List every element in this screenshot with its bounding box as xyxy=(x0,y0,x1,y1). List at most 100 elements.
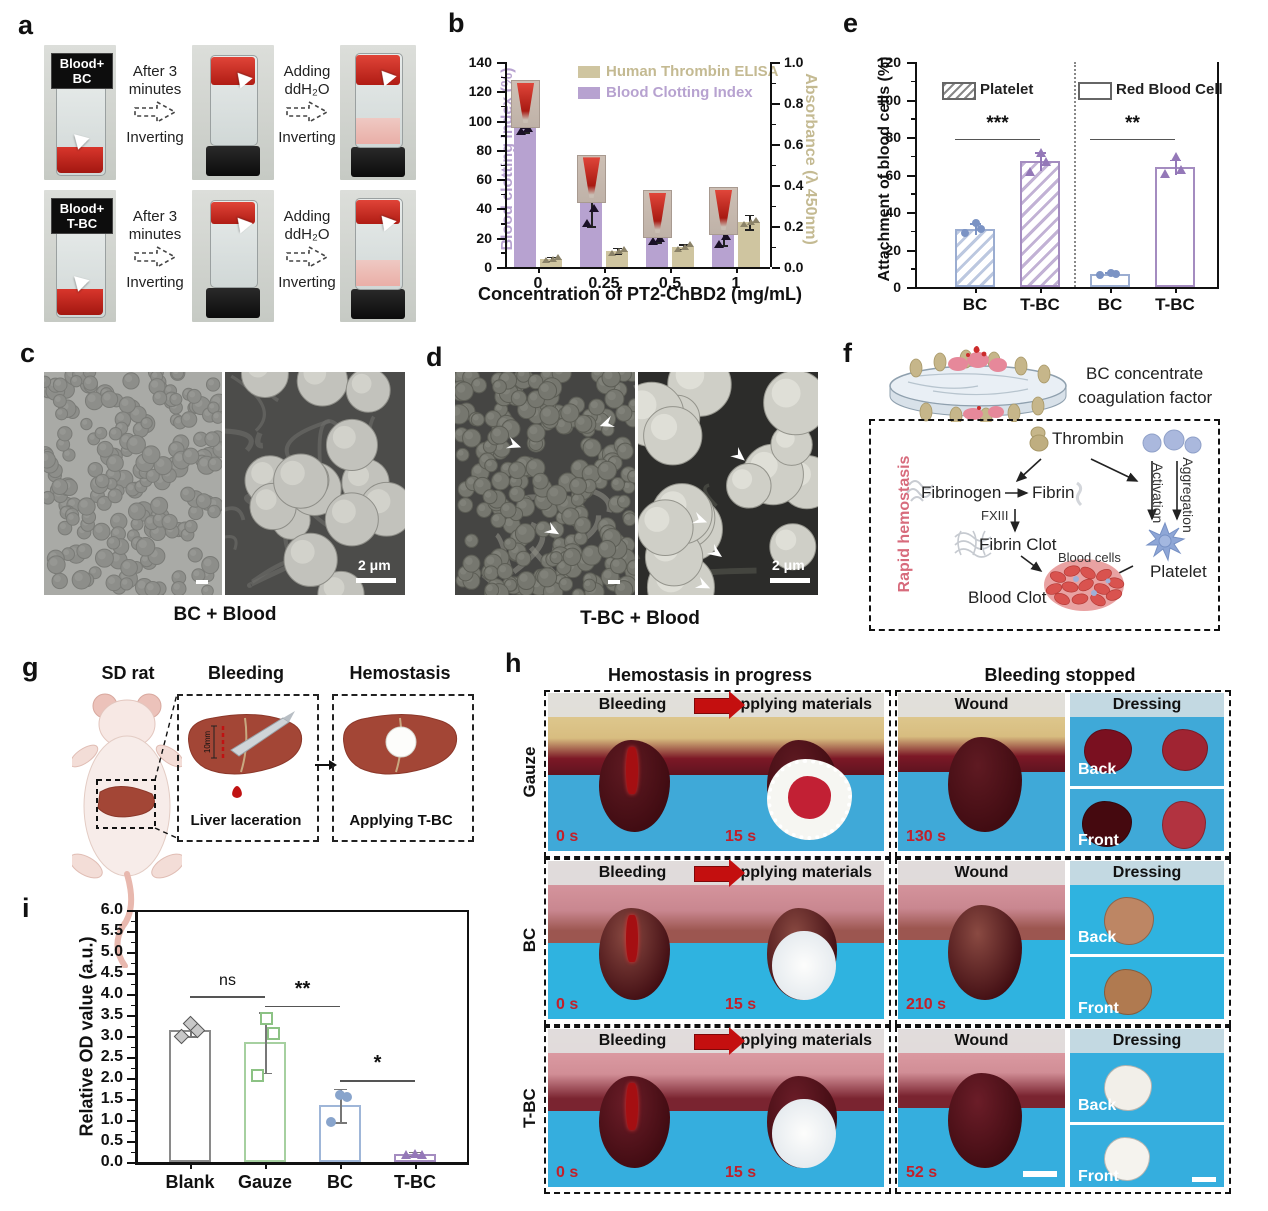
significance-label: *** xyxy=(986,112,1009,134)
step-text: Inverting xyxy=(278,129,336,146)
y-tick xyxy=(127,1099,135,1101)
column-header-strip: Bleeding xyxy=(548,693,717,717)
y-minortick xyxy=(131,983,135,985)
y-tick xyxy=(127,973,135,975)
y-tick-label-left: 20 xyxy=(476,229,492,246)
vial-photo-start: Blood+ BC xyxy=(44,45,116,180)
inset-tube-photo xyxy=(577,154,606,203)
legend-label-rbc: Red Blood Cell xyxy=(1116,81,1223,98)
y-minortick xyxy=(911,268,915,270)
data-point-triangle xyxy=(582,219,592,228)
node-platelet: Platelet xyxy=(1150,562,1207,581)
y-tick xyxy=(907,99,915,102)
step-text: ddH₂O xyxy=(284,81,330,98)
y-tick xyxy=(127,1162,135,1164)
vial-label-line2: BC xyxy=(72,71,92,86)
process-step-invert: After 3 minutes Inverting xyxy=(120,63,190,147)
step-text: minutes xyxy=(128,226,182,243)
y-tick-label: 0.0 xyxy=(100,1153,123,1170)
legend-swatch-rbc xyxy=(1078,82,1112,100)
vial-cap-bottom xyxy=(351,289,405,319)
y-tick-right xyxy=(772,226,780,228)
x-tick xyxy=(736,267,738,273)
y-tick xyxy=(127,952,135,954)
bar-blood-clotting-index xyxy=(646,237,668,267)
data-point-circle xyxy=(342,1091,352,1102)
y-axis-left xyxy=(505,62,507,267)
y-minortick xyxy=(131,920,135,922)
data-point-triangle xyxy=(516,126,526,135)
data-point-circle xyxy=(1107,268,1115,277)
y-axis xyxy=(915,62,917,287)
y-tick-label-right: 0.0 xyxy=(784,259,804,275)
applying-tbc-illustration xyxy=(343,713,458,775)
dressing-sample xyxy=(1104,968,1152,1015)
significance-label: ns xyxy=(219,972,236,990)
data-point-triangle xyxy=(1171,151,1181,161)
y-axis-right xyxy=(770,62,772,267)
y-tick-right xyxy=(772,62,780,64)
vial-photo-water xyxy=(340,190,416,322)
column-header-strip: Bleeding xyxy=(548,1029,717,1053)
dressing-sample xyxy=(1162,800,1206,849)
step-text: minutes xyxy=(128,81,182,98)
bar-attachment xyxy=(1155,167,1195,287)
error-cap xyxy=(613,253,622,256)
y-tick xyxy=(907,137,915,139)
vial-photo-start: Blood+ T-BC xyxy=(44,190,116,322)
x-tick xyxy=(340,1162,342,1169)
y-tick-label: 2.5 xyxy=(100,1048,123,1065)
timestamp: 0 s xyxy=(556,1164,579,1181)
error-cap xyxy=(745,214,754,217)
data-point-circle xyxy=(335,1089,345,1100)
y-tick-left xyxy=(497,208,505,211)
data-point-open-triangle xyxy=(681,243,689,250)
x-tick xyxy=(415,1162,417,1169)
y-tick xyxy=(907,174,915,177)
dressing-back-photo: Back xyxy=(1070,885,1224,951)
panel-g-label: g xyxy=(22,652,39,682)
data-point-open-triangle xyxy=(615,247,623,254)
inset-tube xyxy=(582,157,601,198)
data-point-square xyxy=(260,1012,273,1026)
data-point-open-triangle xyxy=(686,241,694,248)
dressing-back-photo: Back xyxy=(1070,1053,1224,1119)
y-tick-left xyxy=(497,267,505,269)
legend-swatch-elisa xyxy=(578,66,600,78)
dressing-sample xyxy=(1084,729,1132,773)
data-point-triangle xyxy=(1036,148,1046,157)
data-point-open-triangle xyxy=(740,220,748,227)
panel-b-label: b xyxy=(448,8,465,38)
error-cap xyxy=(184,1036,197,1038)
step-text: Adding xyxy=(283,208,331,225)
y-minortick-right xyxy=(772,123,776,125)
bar-thrombin-elisa xyxy=(672,246,694,267)
error-cap xyxy=(745,229,754,231)
y-tick-label-left: 80 xyxy=(476,141,492,158)
y-minortick xyxy=(131,1130,135,1132)
y-tick-label: 4.0 xyxy=(100,985,123,1002)
data-point-triangle xyxy=(714,239,724,248)
y-tick-label: 1.5 xyxy=(100,1090,123,1107)
x-tick-label: BC xyxy=(962,295,988,314)
y-tick-label-right: 0.6 xyxy=(784,136,804,152)
liver-lobe xyxy=(948,737,1022,833)
vial-photo-inverted xyxy=(192,190,274,322)
y-minortick-right xyxy=(772,205,776,207)
x-tick-label: 0.25 xyxy=(588,275,620,292)
error-bar xyxy=(1175,159,1177,175)
y-tick xyxy=(907,287,915,289)
chart-b-x-axis-title: Concentration of PT2-ChBD2 (mg/mL) xyxy=(478,284,802,304)
data-point-open-triangle xyxy=(620,245,628,252)
significance-label: * xyxy=(373,1052,382,1075)
photo-cell-wound: Wound 52 s xyxy=(898,1029,1065,1187)
data-point-circle xyxy=(972,219,980,228)
step-text: Adding xyxy=(283,63,331,80)
node-fxiii: FXIII xyxy=(981,508,1009,523)
data-point-open-triangle xyxy=(752,216,760,223)
data-point-open-triangle xyxy=(674,245,682,252)
data-point-circle xyxy=(1096,270,1104,279)
y-tick-left xyxy=(497,91,505,94)
dressing-back-photo: Back xyxy=(1070,717,1224,783)
bc-disc-caption-line1: BC concentrate xyxy=(1086,364,1204,383)
